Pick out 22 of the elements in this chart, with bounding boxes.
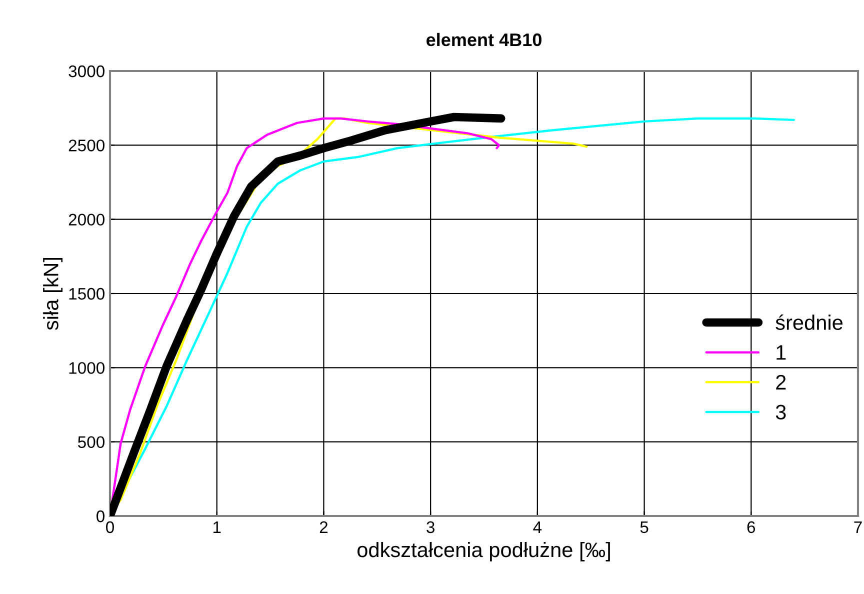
- legend-label: 2: [776, 374, 786, 390]
- y-tick-label: 2000: [68, 214, 104, 226]
- x-tick-label: 2: [320, 521, 328, 533]
- legend-label: 1: [776, 345, 786, 360]
- x-tick-label: 1: [213, 521, 221, 533]
- y-tick-label: 3000: [68, 65, 104, 78]
- chart-title: element 4B10: [426, 32, 542, 46]
- x-tick-label: 4: [533, 521, 542, 533]
- y-tick-label: 0: [96, 510, 104, 522]
- x-tick-label: 7: [854, 521, 862, 533]
- x-tick-label: 0: [106, 521, 114, 534]
- y-tick-label: 1500: [69, 288, 104, 300]
- y-tick-label: 1000: [69, 362, 104, 374]
- y-axis-title: siła [kN]: [43, 258, 63, 330]
- y-tick-label: 2500: [68, 140, 104, 152]
- x-axis-title: odkształcenia podłużne [‰]: [357, 542, 610, 562]
- x-tick-label: 5: [640, 521, 648, 534]
- y-tick-label: 500: [78, 436, 104, 448]
- x-tick-label: 3: [426, 521, 434, 534]
- legend-label: 3: [776, 404, 786, 420]
- legend-label: średnie: [776, 314, 842, 330]
- x-tick-label: 6: [747, 521, 756, 534]
